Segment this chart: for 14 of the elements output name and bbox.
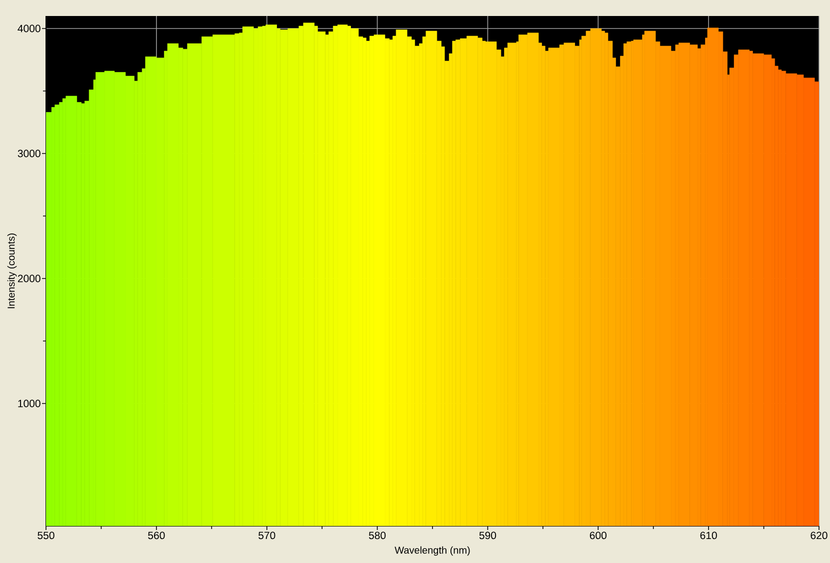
y-tick-label: 4000	[18, 24, 40, 32]
x-axis-title: Wavelength (nm)	[394, 546, 470, 556]
x-tick-label: 620	[810, 532, 828, 540]
x-tick-label: 560	[148, 532, 165, 540]
x-tick-label: 610	[700, 532, 717, 540]
x-tick-label: 550	[38, 532, 54, 540]
x-tick-label: 570	[258, 532, 276, 540]
x-tick-label: 590	[479, 532, 496, 540]
y-tick-label: 3000	[18, 150, 40, 158]
y-axis-title: Intensity (counts)	[7, 234, 17, 308]
y-tick-label: 2000	[18, 274, 40, 282]
y-tick-label: 1000	[18, 400, 40, 408]
x-tick-label: 580	[368, 532, 386, 540]
x-tick-label: 600	[590, 532, 606, 540]
